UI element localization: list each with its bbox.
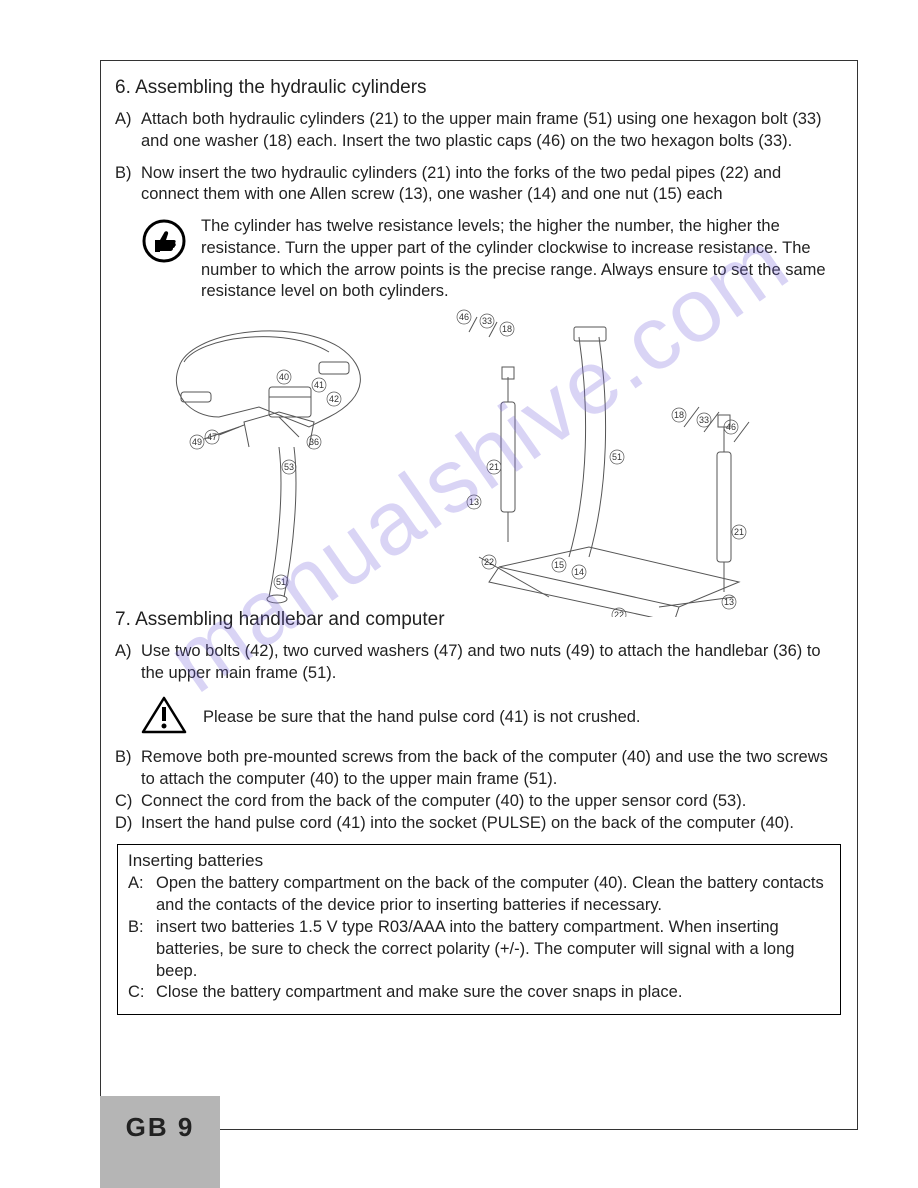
step-7C: C) Connect the cord from the back of the… <box>115 791 843 813</box>
battery-step-B: B: insert two batteries 1.5 V type R03/A… <box>128 917 830 982</box>
section-6-title: 6. Assembling the hydraulic cylinders <box>115 77 843 99</box>
step-text: Connect the cord from the back of the co… <box>141 791 843 813</box>
svg-text:33: 33 <box>482 316 492 326</box>
warning-row: Please be sure that the hand pulse cord … <box>141 695 843 742</box>
battery-step-C: C: Close the battery compartment and mak… <box>128 982 830 1004</box>
step-letter: B: <box>128 917 156 982</box>
step-text: Insert the hand pulse cord (41) into the… <box>141 813 843 835</box>
step-text: Remove both pre-mounted screws from the … <box>141 747 843 791</box>
step-letter: B) <box>115 163 141 207</box>
svg-text:21: 21 <box>734 527 744 537</box>
warning-text: Please be sure that the hand pulse cord … <box>203 707 641 729</box>
step-text: Attach both hydraulic cylinders (21) to … <box>141 109 843 153</box>
svg-text:21: 21 <box>489 462 499 472</box>
step-7D: D) Insert the hand pulse cord (41) into … <box>115 813 843 835</box>
svg-text:15: 15 <box>554 560 564 570</box>
step-text: Now insert the two hydraulic cylinders (… <box>141 163 843 207</box>
manual-page: 6. Assembling the hydraulic cylinders A)… <box>0 0 918 1188</box>
svg-text:13: 13 <box>469 497 479 507</box>
assembly-diagram: manualshive.com <box>119 307 839 617</box>
svg-text:41: 41 <box>314 380 324 390</box>
step-letter: A) <box>115 641 141 685</box>
tip-row: The cylinder has twelve resistance level… <box>141 216 843 303</box>
svg-text:13: 13 <box>724 597 734 607</box>
svg-text:51: 51 <box>612 452 622 462</box>
step-text: Open the battery compartment on the back… <box>156 873 830 917</box>
svg-text:22: 22 <box>614 610 624 617</box>
step-letter: C: <box>128 982 156 1004</box>
page-number-tab: GB 9 <box>100 1096 220 1188</box>
svg-text:14: 14 <box>574 567 584 577</box>
svg-text:18: 18 <box>674 410 684 420</box>
svg-text:46: 46 <box>459 312 469 322</box>
step-text: Close the battery compartment and make s… <box>156 982 830 1004</box>
step-letter: A: <box>128 873 156 917</box>
thumbs-up-icon <box>141 218 189 271</box>
step-letter: C) <box>115 791 141 813</box>
step-letter: D) <box>115 813 141 835</box>
svg-text:51: 51 <box>276 577 286 587</box>
svg-text:33: 33 <box>699 415 709 425</box>
svg-text:40: 40 <box>279 372 289 382</box>
diagram-svg: 40 41 42 47 49 36 53 51 <box>119 307 839 617</box>
svg-text:36: 36 <box>309 437 319 447</box>
section-7-steps: A) Use two bolts (42), two curved washer… <box>115 641 843 834</box>
svg-text:46: 46 <box>726 422 736 432</box>
step-7B: B) Remove both pre-mounted screws from t… <box>115 747 843 791</box>
svg-text:49: 49 <box>192 437 202 447</box>
step-6B: B) Now insert the two hydraulic cylinder… <box>115 163 843 207</box>
content-frame: 6. Assembling the hydraulic cylinders A)… <box>100 60 858 1130</box>
step-letter: B) <box>115 747 141 791</box>
step-6A: A) Attach both hydraulic cylinders (21) … <box>115 109 843 153</box>
page-number: GB 9 <box>126 1112 195 1143</box>
svg-text:22: 22 <box>484 557 494 567</box>
step-text: Use two bolts (42), two curved washers (… <box>141 641 843 685</box>
step-7A: A) Use two bolts (42), two curved washer… <box>115 641 843 685</box>
step-text: insert two batteries 1.5 V type R03/AAA … <box>156 917 830 982</box>
tip-text: The cylinder has twelve resistance level… <box>201 216 843 303</box>
svg-text:18: 18 <box>502 324 512 334</box>
batteries-box: Inserting batteries A: Open the battery … <box>117 844 841 1015</box>
warning-triangle-icon <box>141 695 189 742</box>
step-letter: A) <box>115 109 141 153</box>
section-6-steps: A) Attach both hydraulic cylinders (21) … <box>115 109 843 303</box>
svg-text:53: 53 <box>284 462 294 472</box>
svg-text:42: 42 <box>329 394 339 404</box>
battery-step-A: A: Open the battery compartment on the b… <box>128 873 830 917</box>
batteries-title: Inserting batteries <box>128 851 830 871</box>
